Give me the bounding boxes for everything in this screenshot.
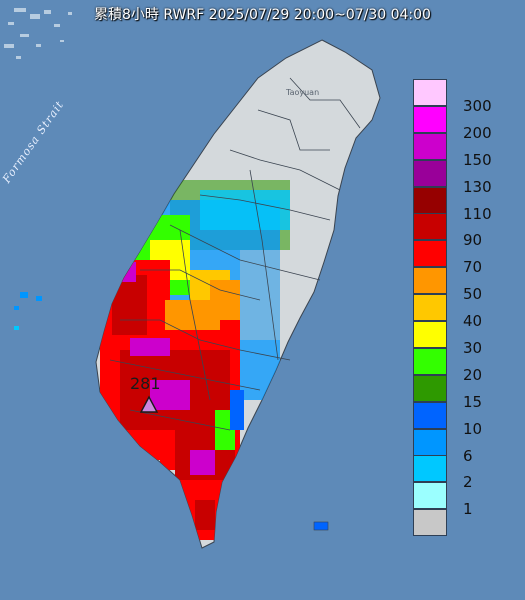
- legend-swatch: [413, 159, 447, 187]
- rainfall-field: [100, 180, 290, 540]
- legend-swatch: [413, 347, 447, 375]
- legend-label: 300: [463, 97, 492, 115]
- sea-speckle: [4, 8, 72, 59]
- legend-swatch: [413, 79, 447, 106]
- legend-label: 15: [463, 392, 483, 411]
- legend-label: 40: [463, 312, 483, 331]
- place-label-taoyuan: Taoyuan: [286, 88, 320, 97]
- peak-triangle-icon: [139, 395, 159, 413]
- legend-swatch: [413, 132, 447, 160]
- legend-label: 70: [463, 258, 483, 277]
- legend-label: 2: [463, 473, 473, 492]
- legend-label: 10: [463, 419, 483, 438]
- legend-label: 90: [463, 231, 483, 250]
- legend-swatch: [413, 213, 447, 241]
- legend-label: 30: [463, 339, 483, 358]
- legend-swatch: [413, 321, 447, 349]
- legend-swatch: [413, 267, 447, 295]
- legend-swatch: [413, 482, 447, 510]
- islands: [14, 292, 329, 531]
- legend-label: 50: [463, 285, 483, 304]
- legend-swatch: [413, 428, 447, 456]
- legend-label: 200: [463, 123, 492, 142]
- legend-label: 150: [463, 150, 492, 169]
- legend-label: 130: [463, 177, 492, 196]
- legend-swatch: [413, 186, 447, 214]
- legend-swatch: [413, 105, 447, 133]
- peak-value-label: 281: [130, 374, 161, 393]
- legend-swatch: [413, 294, 447, 322]
- legend-label: 110: [463, 204, 492, 223]
- legend-label: 20: [463, 365, 483, 384]
- map-title: 累積8小時 RWRF 2025/07/29 20:00~07/30 04:00: [94, 7, 431, 23]
- legend-swatch: [413, 455, 447, 483]
- legend-swatch: [413, 401, 447, 429]
- legend-swatch: [413, 240, 447, 268]
- legend-label: 6: [463, 446, 473, 465]
- legend-swatch: [413, 509, 447, 537]
- county-boundaries: [109, 77, 361, 431]
- legend-label: 1: [463, 500, 473, 519]
- legend-swatch: [413, 374, 447, 402]
